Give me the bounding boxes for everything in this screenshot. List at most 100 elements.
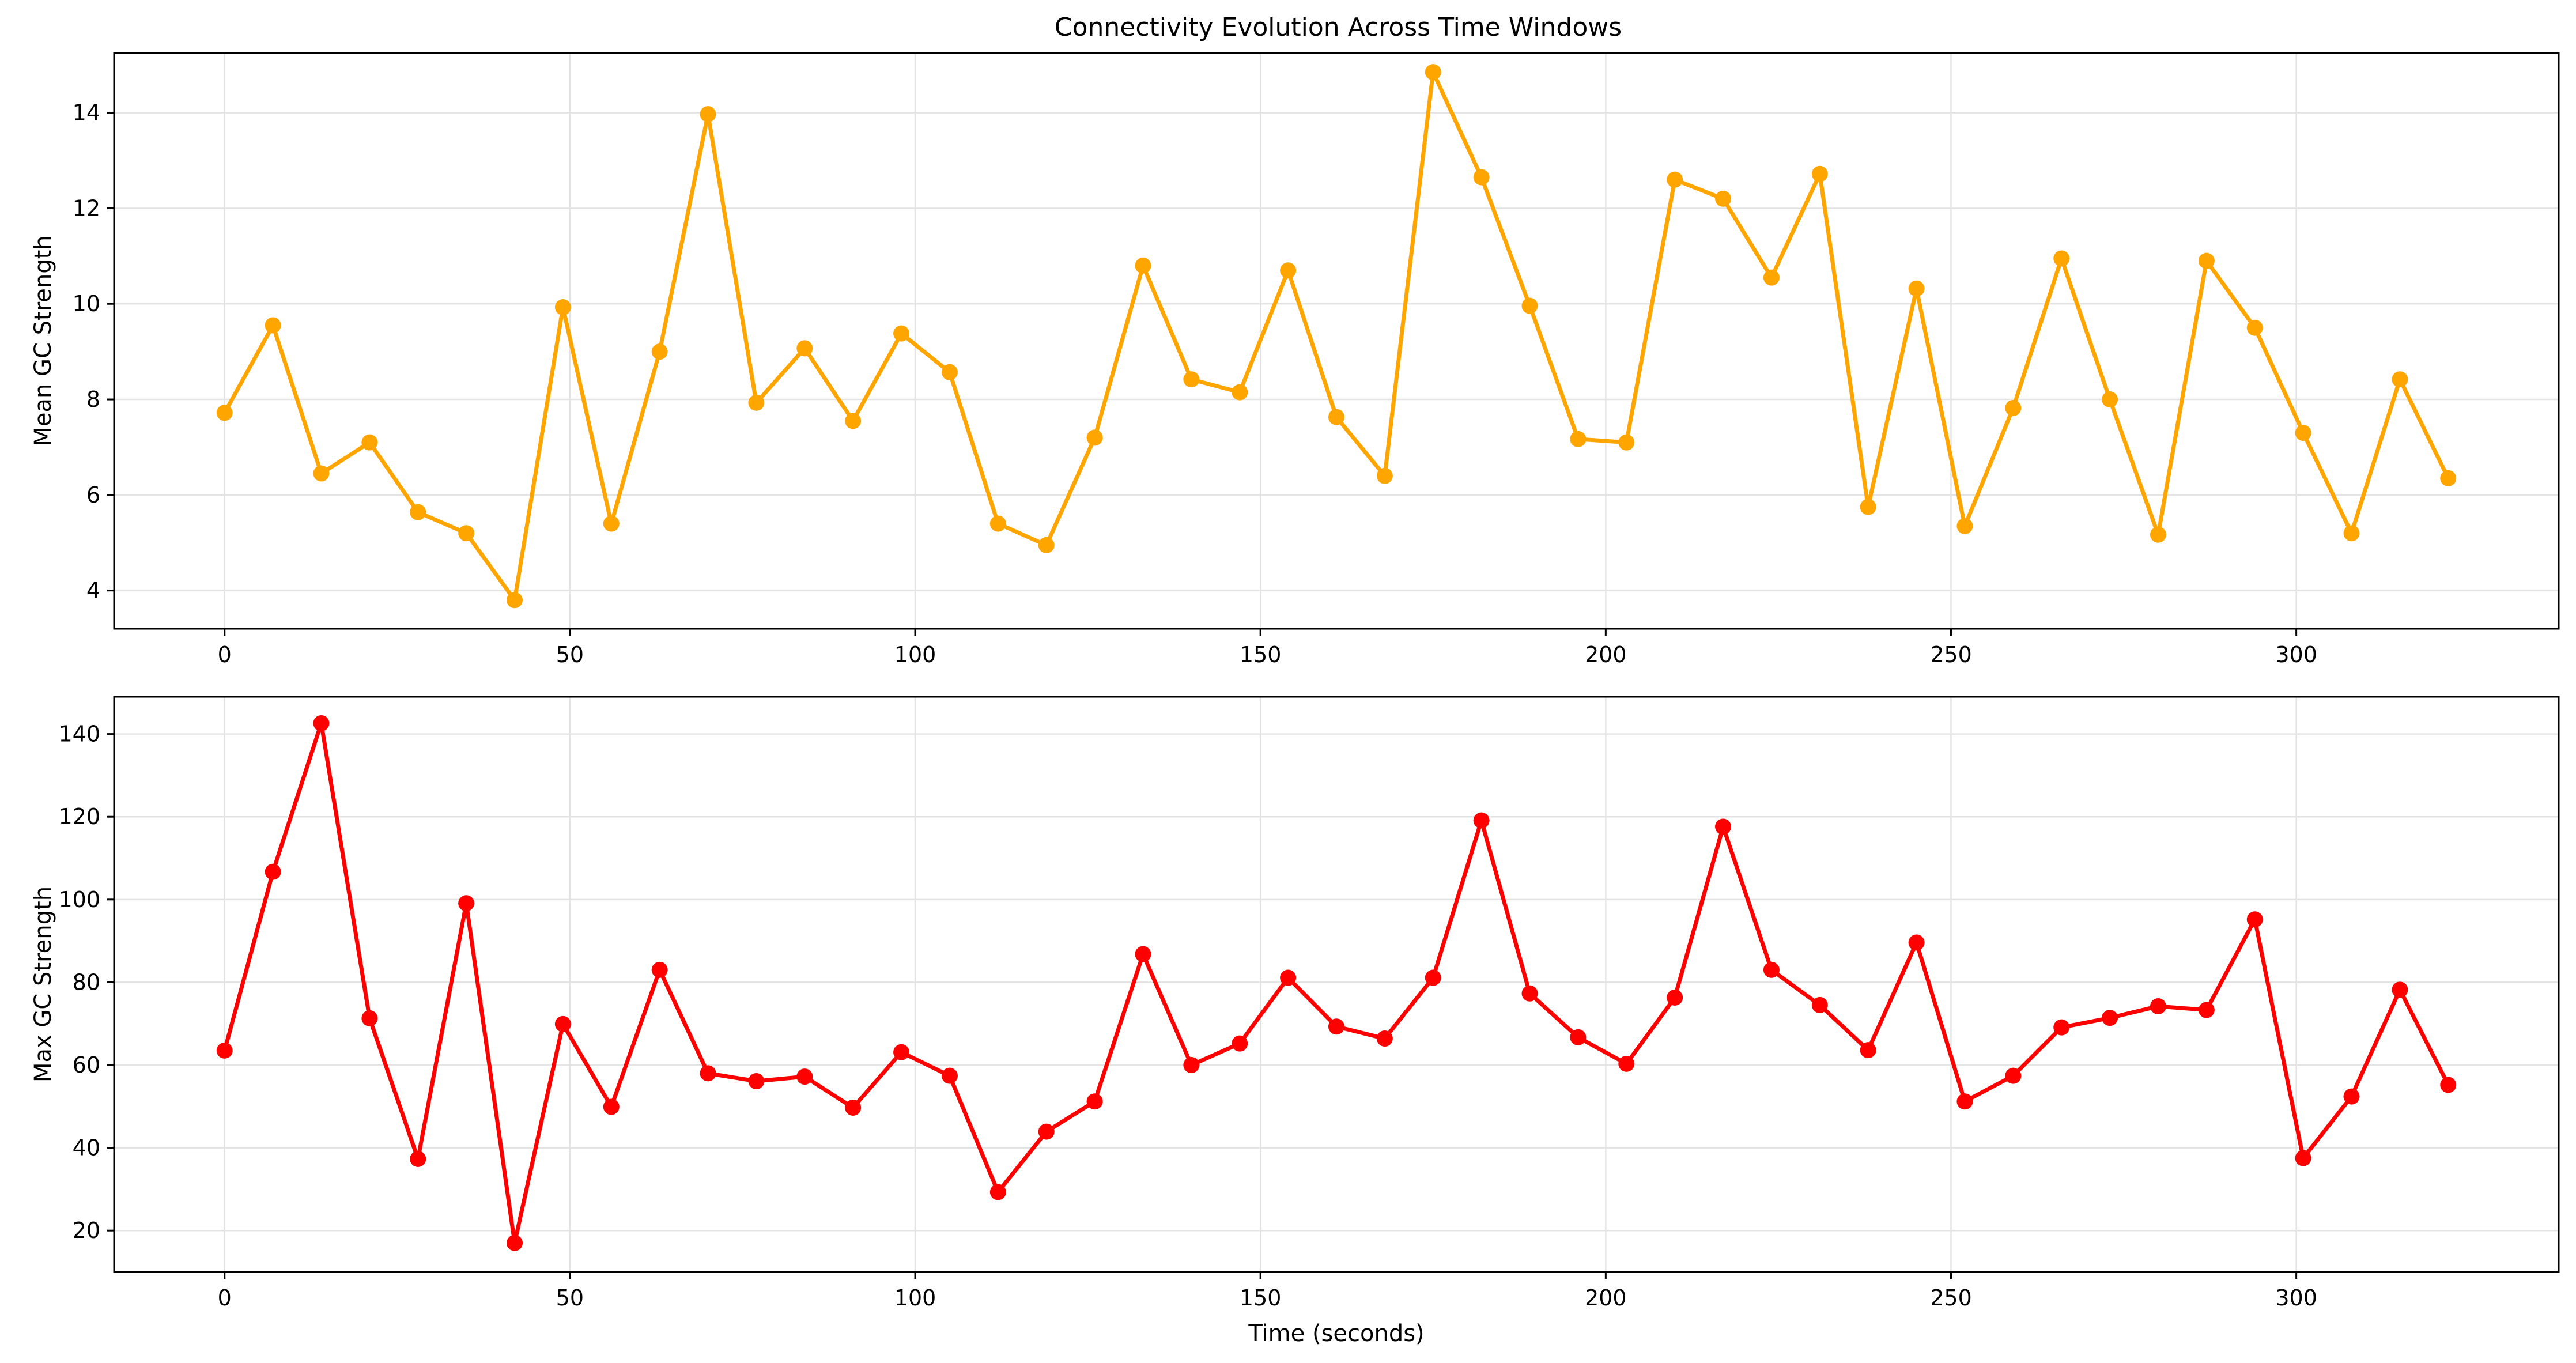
- data-point: [1376, 1030, 1393, 1047]
- data-point: [2392, 981, 2408, 998]
- data-point: [2150, 998, 2166, 1015]
- data-point: [1860, 499, 1876, 515]
- data-point: [554, 299, 571, 316]
- data-point: [2053, 250, 2070, 267]
- data-point: [1086, 1093, 1103, 1110]
- chart-title: Connectivity Evolution Across Time Windo…: [1055, 13, 1622, 42]
- data-point: [216, 1042, 233, 1059]
- plot-frame: [113, 696, 2560, 1273]
- data-point: [361, 1010, 378, 1026]
- y-tick-label: 12: [73, 195, 100, 221]
- data-point: [1570, 431, 1587, 447]
- data-point: [2005, 399, 2022, 416]
- x-tick-label: 100: [894, 1285, 936, 1311]
- data-point: [2005, 1067, 2022, 1084]
- x-tick-label: 0: [218, 642, 232, 667]
- data-point: [941, 364, 958, 380]
- y-tick-label: 4: [86, 578, 100, 603]
- data-point: [2053, 1019, 2070, 1036]
- data-point: [651, 961, 668, 978]
- data-point: [458, 895, 475, 912]
- data-point: [1811, 996, 1828, 1013]
- data-point: [1715, 818, 1732, 835]
- data-point: [458, 525, 475, 542]
- data-point: [2440, 470, 2457, 486]
- data-point: [700, 1065, 716, 1082]
- data-point: [989, 1184, 1006, 1200]
- x-tick-label: 150: [1240, 1285, 1282, 1311]
- x-tick-label: 300: [2275, 1285, 2317, 1311]
- data-point: [1860, 1042, 1876, 1059]
- data-point: [796, 340, 813, 357]
- data-point: [2198, 1002, 2215, 1018]
- data-point: [1473, 812, 1490, 829]
- data-point: [1473, 169, 1490, 186]
- x-tick-label: 200: [1585, 642, 1627, 667]
- data-point: [2295, 1150, 2311, 1166]
- data-point: [2392, 371, 2408, 388]
- x-tick-label: 300: [2275, 642, 2317, 667]
- data-point: [1328, 409, 1344, 425]
- x-axis-label: Time (seconds): [1248, 1320, 1424, 1347]
- data-point: [2246, 319, 2263, 336]
- y-tick-label: 14: [73, 100, 100, 126]
- data-point: [1956, 1093, 1973, 1110]
- data-point: [2198, 252, 2215, 269]
- data-point: [1667, 989, 1683, 1006]
- y-tick-label: 40: [73, 1135, 100, 1161]
- data-point: [1570, 1029, 1587, 1045]
- y-tick-label: 20: [73, 1218, 100, 1243]
- data-point: [554, 1015, 571, 1032]
- data-point: [2343, 1088, 2360, 1105]
- data-point: [507, 592, 523, 609]
- data-point: [2440, 1077, 2457, 1093]
- data-point: [2246, 911, 2263, 928]
- data-point: [1908, 280, 1925, 297]
- data-point: [410, 504, 426, 520]
- data-point: [989, 515, 1006, 532]
- data-point: [941, 1067, 958, 1084]
- y-tick-label: 120: [58, 804, 100, 829]
- y-tick-label: 6: [86, 482, 100, 508]
- data-point: [216, 405, 233, 421]
- data-point: [1618, 1055, 1635, 1072]
- data-point: [1715, 190, 1732, 207]
- data-point: [1956, 518, 1973, 534]
- data-point: [845, 413, 862, 429]
- x-tick-label: 50: [556, 1285, 584, 1311]
- data-point: [1667, 171, 1683, 188]
- data-point: [1376, 467, 1393, 484]
- data-point: [2102, 391, 2118, 408]
- data-point: [2343, 525, 2360, 542]
- y-axis-label: Mean GC Strength: [30, 235, 56, 446]
- data-point: [893, 325, 910, 342]
- x-tick-label: 250: [1930, 1285, 1972, 1311]
- data-point: [1135, 946, 1151, 962]
- x-tick-label: 0: [218, 1285, 232, 1311]
- data-point: [1425, 969, 1441, 986]
- y-tick-label: 80: [73, 969, 100, 995]
- y-tick-label: 60: [73, 1052, 100, 1078]
- y-tick-label: 10: [73, 291, 100, 316]
- data-point: [1328, 1018, 1344, 1035]
- data-point: [2150, 526, 2166, 543]
- data-point: [1521, 985, 1538, 1002]
- plot-frame: [113, 52, 2560, 630]
- data-point: [1038, 537, 1055, 553]
- data-point: [651, 343, 668, 360]
- data-point: [361, 434, 378, 451]
- data-point: [1618, 434, 1635, 451]
- data-point: [1135, 257, 1151, 274]
- data-point: [2295, 425, 2311, 441]
- data-point: [1763, 961, 1780, 978]
- data-point: [1280, 262, 1297, 279]
- data-point: [1038, 1123, 1055, 1140]
- y-axis-label: Max GC Strength: [30, 886, 56, 1082]
- data-point: [1425, 64, 1441, 81]
- data-point: [1908, 934, 1925, 951]
- data-point: [1232, 384, 1248, 401]
- data-point: [313, 465, 330, 482]
- y-tick-label: 8: [86, 387, 100, 412]
- data-point: [265, 863, 281, 880]
